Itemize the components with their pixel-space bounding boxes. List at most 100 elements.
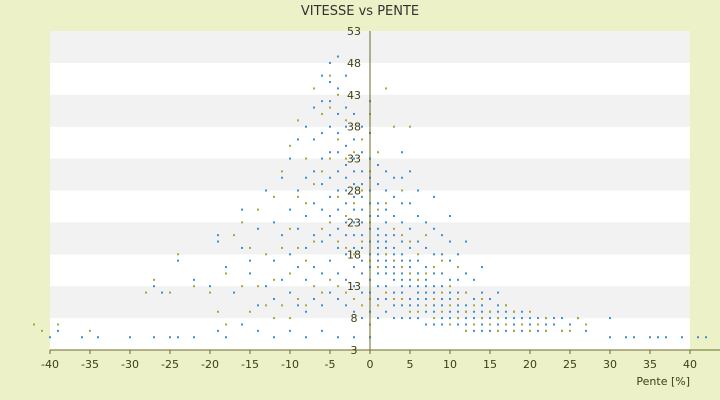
data-point <box>425 221 427 224</box>
data-point <box>361 138 363 141</box>
data-point <box>289 227 291 230</box>
data-point <box>193 336 195 339</box>
data-point <box>345 144 347 147</box>
data-point <box>401 278 403 281</box>
data-point <box>289 157 291 160</box>
data-point <box>345 119 347 122</box>
data-point <box>385 234 387 237</box>
data-point <box>361 183 363 186</box>
data-point <box>441 253 443 256</box>
y-tick-label: 38 <box>347 121 361 134</box>
data-point <box>193 285 195 288</box>
data-point <box>449 304 451 307</box>
data-point <box>321 208 323 211</box>
data-point <box>473 310 475 313</box>
data-point <box>289 317 291 320</box>
data-point <box>537 317 539 320</box>
data-point <box>409 272 411 275</box>
data-point <box>305 259 307 262</box>
data-point <box>585 329 587 332</box>
data-point <box>305 125 307 128</box>
data-point <box>401 317 403 320</box>
data-point <box>281 176 283 179</box>
data-point <box>241 323 243 326</box>
x-tick-label: 25 <box>563 358 577 371</box>
data-point <box>433 291 435 294</box>
data-point <box>497 323 499 326</box>
x-tick-label: 0 <box>367 358 374 371</box>
data-point <box>417 291 419 294</box>
data-point <box>353 285 355 288</box>
data-point <box>521 317 523 320</box>
data-point <box>473 297 475 300</box>
data-point <box>377 266 379 269</box>
data-point <box>265 285 267 288</box>
data-point <box>305 336 307 339</box>
data-point <box>433 253 435 256</box>
data-point <box>497 329 499 332</box>
data-point <box>401 266 403 269</box>
data-point <box>377 297 379 300</box>
data-point <box>473 329 475 332</box>
data-point <box>97 336 99 339</box>
data-point <box>345 304 347 307</box>
data-point <box>217 240 219 243</box>
data-point <box>393 176 395 179</box>
data-point <box>657 336 659 339</box>
data-point <box>361 170 363 173</box>
data-point <box>529 329 531 332</box>
data-point <box>329 125 331 128</box>
data-point <box>505 317 507 320</box>
data-point <box>385 246 387 249</box>
data-point <box>393 195 395 198</box>
data-point <box>313 138 315 141</box>
data-point <box>377 183 379 186</box>
data-point <box>545 323 547 326</box>
data-point <box>361 240 363 243</box>
data-point <box>409 304 411 307</box>
data-point <box>329 176 331 179</box>
data-point <box>529 323 531 326</box>
data-point <box>521 310 523 313</box>
data-point <box>577 317 579 320</box>
data-point <box>241 208 243 211</box>
data-point <box>345 215 347 218</box>
data-point <box>129 336 131 339</box>
data-point <box>345 189 347 192</box>
data-point <box>345 202 347 205</box>
data-point <box>345 125 347 128</box>
data-point <box>449 278 451 281</box>
data-point <box>417 272 419 275</box>
data-point <box>457 253 459 256</box>
data-point <box>409 266 411 269</box>
data-point <box>401 234 403 237</box>
data-point <box>401 221 403 224</box>
y-tick-label: 18 <box>347 248 361 261</box>
data-point <box>457 266 459 269</box>
data-point <box>257 227 259 230</box>
data-point <box>353 151 355 154</box>
data-point <box>465 323 467 326</box>
data-point <box>329 74 331 77</box>
data-point <box>441 297 443 300</box>
data-point <box>345 291 347 294</box>
data-point <box>337 227 339 230</box>
data-point <box>273 297 275 300</box>
data-point <box>409 125 411 128</box>
data-point <box>337 132 339 135</box>
data-point <box>425 323 427 326</box>
data-point <box>417 304 419 307</box>
data-point <box>393 272 395 275</box>
data-point <box>225 272 227 275</box>
data-point <box>361 125 363 128</box>
data-point <box>273 317 275 320</box>
data-point <box>433 323 435 326</box>
data-point <box>393 215 395 218</box>
data-point <box>337 240 339 243</box>
data-point <box>313 106 315 109</box>
data-point <box>417 285 419 288</box>
data-point <box>321 74 323 77</box>
data-point <box>441 304 443 307</box>
data-point <box>313 266 315 269</box>
data-point <box>361 259 363 262</box>
